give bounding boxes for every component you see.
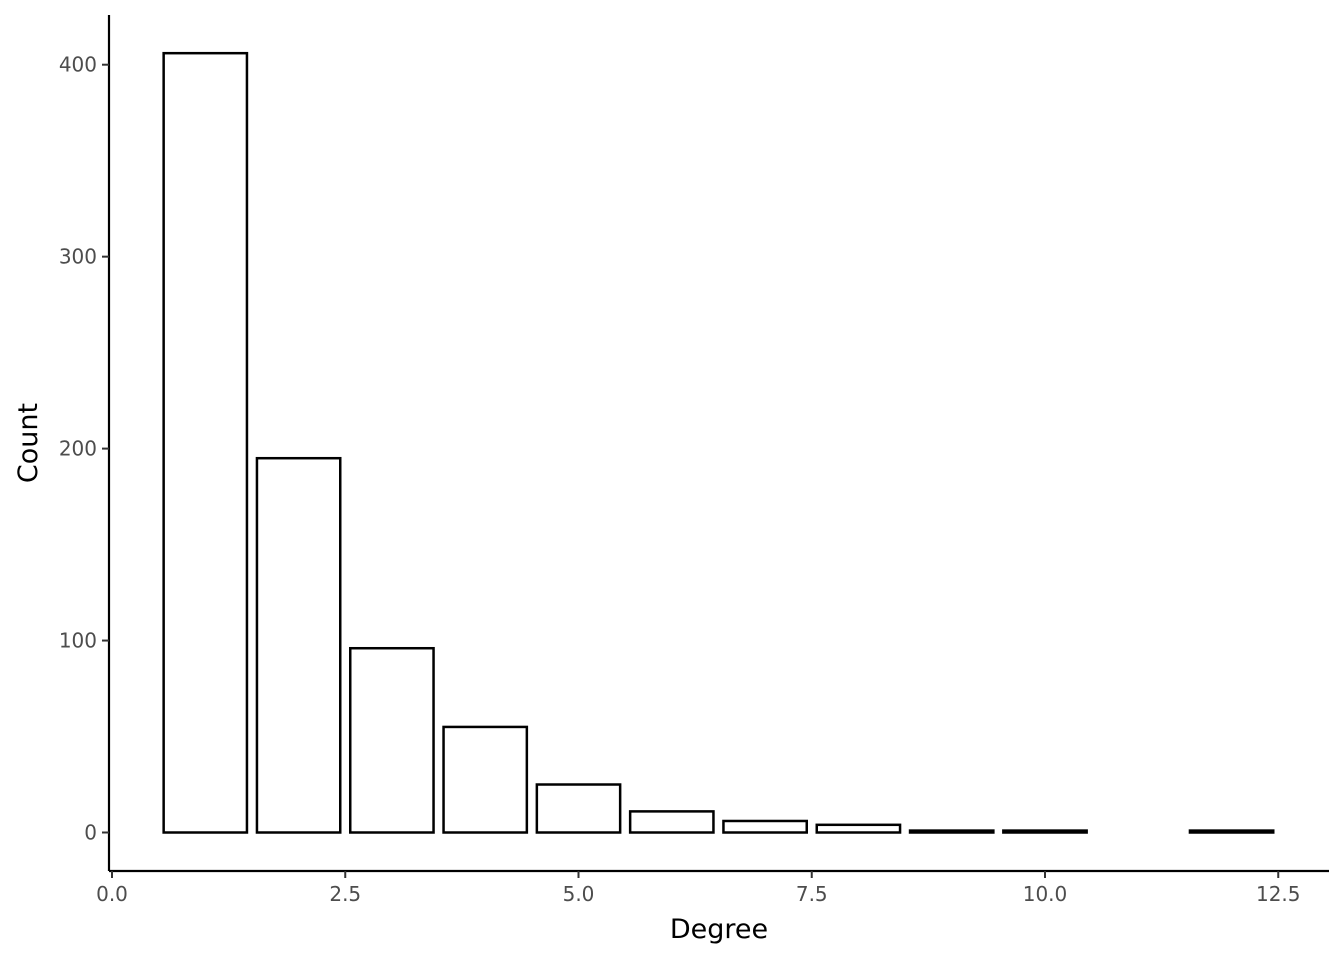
bar-degree-4: [442, 725, 529, 834]
y-tick-label: 400: [59, 53, 97, 77]
bar-degree-1: [162, 51, 249, 834]
y-axis-title: Count: [13, 403, 44, 483]
x-tick-label: 10.0: [1023, 882, 1068, 906]
x-tick-label: 5.0: [563, 882, 595, 906]
x-tick-label: 7.5: [796, 882, 828, 906]
y-tick-label: 300: [59, 245, 97, 269]
bar-degree-6: [628, 810, 715, 834]
bar-degree-10: [1002, 829, 1088, 834]
bar-degree-9: [908, 829, 995, 834]
y-tick-label: 200: [59, 437, 97, 461]
bar-degree-7: [722, 819, 809, 834]
x-axis-ticks: 0.0 2.5 5.0 7.5 10.0 12.5: [96, 871, 1301, 906]
y-axis-ticks: 0 100 200 300 400: [59, 53, 109, 845]
bars-group: [162, 51, 1275, 834]
bar-degree-5: [535, 783, 622, 834]
bar-degree-3: [349, 646, 435, 834]
y-tick-label: 0: [84, 821, 97, 845]
x-tick-label: 2.5: [329, 882, 361, 906]
bar-degree-12: [1188, 829, 1275, 834]
x-axis-title: Degree: [670, 914, 768, 945]
bar-degree-8: [815, 823, 902, 834]
x-tick-label: 0.0: [96, 882, 128, 906]
x-tick-label: 12.5: [1256, 882, 1301, 906]
bar-degree-2: [255, 456, 342, 834]
y-tick-label: 100: [59, 629, 97, 653]
